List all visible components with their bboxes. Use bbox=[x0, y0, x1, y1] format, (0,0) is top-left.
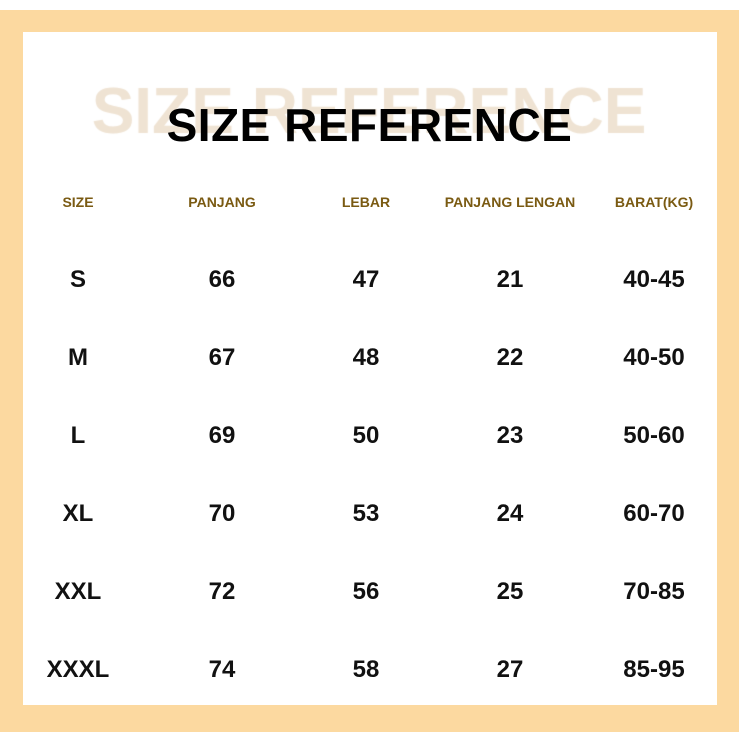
table-cell: 58 bbox=[352, 656, 380, 683]
table-cell: 21 bbox=[496, 266, 524, 293]
table-cell: 74 bbox=[208, 656, 236, 683]
table-cell: M bbox=[68, 344, 88, 371]
table-cell: 69 bbox=[208, 422, 236, 449]
column-header: PANJANG bbox=[188, 194, 256, 210]
table-cell: XXL bbox=[54, 578, 102, 605]
table-cell: 48 bbox=[352, 344, 380, 371]
table-cell: 47 bbox=[352, 266, 380, 293]
table-cell: 67 bbox=[208, 344, 236, 371]
page-title: SIZE REFERENCE bbox=[166, 99, 573, 151]
column-header: SIZE bbox=[62, 194, 94, 210]
table-cell: 40-45 bbox=[623, 266, 685, 293]
table-cell: 22 bbox=[496, 344, 524, 371]
table-cell: L bbox=[70, 422, 86, 449]
table-cell: 25 bbox=[496, 578, 524, 605]
table-cell: 85-95 bbox=[623, 656, 685, 683]
table-cell: 50-60 bbox=[623, 422, 685, 449]
table-cell: 23 bbox=[496, 422, 524, 449]
table-cell: XXXL bbox=[46, 656, 110, 683]
table-cell: 56 bbox=[352, 578, 380, 605]
table-cell: 53 bbox=[352, 500, 380, 527]
column-header: PANJANG LENGAN bbox=[444, 194, 576, 210]
table-cell: 40-50 bbox=[623, 344, 685, 371]
table-cell: 66 bbox=[208, 266, 236, 293]
table-cell: XL bbox=[62, 500, 94, 527]
table-cell: S bbox=[69, 266, 87, 293]
column-header: LEBAR bbox=[341, 194, 391, 210]
table-cell: 70 bbox=[208, 500, 236, 527]
table-cell: 70-85 bbox=[623, 578, 685, 605]
table-cell: 50 bbox=[352, 422, 380, 449]
table-cell: 60-70 bbox=[623, 500, 685, 527]
title-watermark bbox=[0, 70, 739, 170]
table-cell: 72 bbox=[208, 578, 236, 605]
table-cell: 24 bbox=[496, 500, 524, 527]
column-header: BARAT(KG) bbox=[614, 194, 694, 210]
table-cell: 27 bbox=[496, 656, 524, 683]
